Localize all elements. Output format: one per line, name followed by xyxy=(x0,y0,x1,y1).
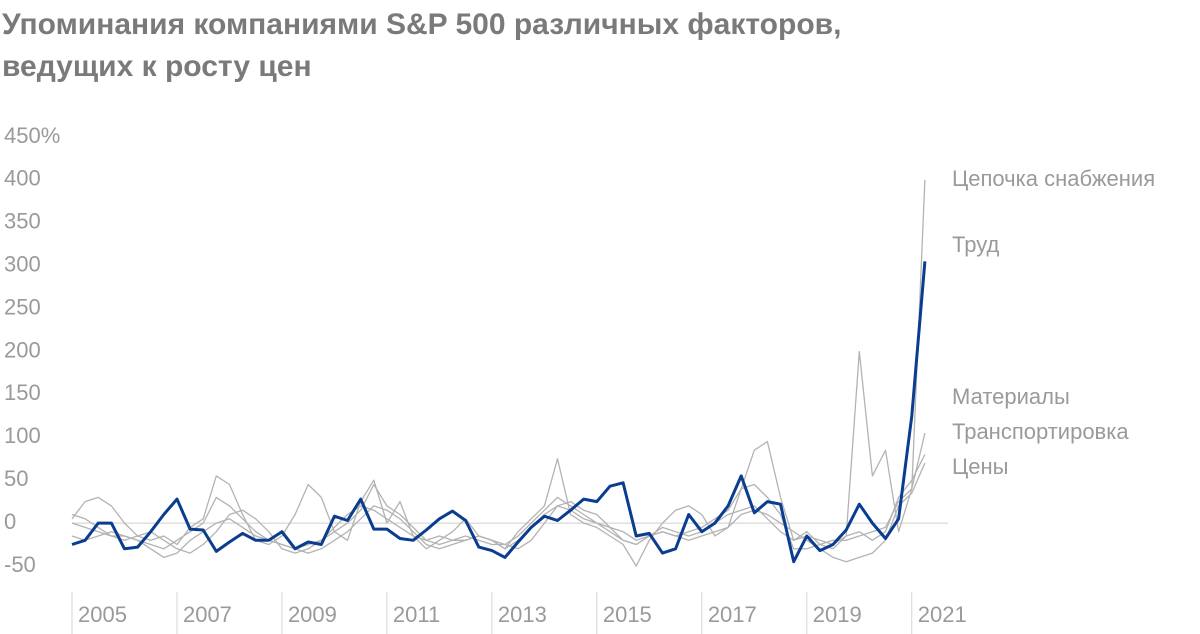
y-tick-label: 250 xyxy=(4,294,41,319)
legend-label: Цепочка снабжения xyxy=(952,166,1155,191)
series-line xyxy=(71,261,927,564)
x-tick-label: 2015 xyxy=(603,602,652,627)
x-tick-label: 2009 xyxy=(288,602,337,627)
legend-label: Материалы xyxy=(952,384,1070,409)
y-tick-label: 450% xyxy=(4,123,60,148)
title-line: ведущих к росту цен xyxy=(2,50,312,83)
series-line xyxy=(71,454,926,554)
y-tick-label: 0 xyxy=(4,509,16,534)
y-tick-label: 350 xyxy=(4,209,41,234)
y-tick-label: -50 xyxy=(4,552,36,577)
title-line: Упоминания компаниями S&P 500 различных … xyxy=(2,8,842,41)
legend-label: Труд xyxy=(952,232,999,257)
x-tick-label: 2011 xyxy=(393,602,440,627)
y-tick-label: 400 xyxy=(4,166,41,191)
x-tick-label: 2019 xyxy=(813,602,862,627)
y-tick-label: 300 xyxy=(4,252,41,277)
y-tick-label: 150 xyxy=(4,380,41,405)
chart-title: Упоминания компаниями S&P 500 различных … xyxy=(2,4,841,88)
legend-label: Цены xyxy=(952,454,1008,479)
y-tick-label: 50 xyxy=(4,466,28,491)
series-line xyxy=(71,432,926,550)
x-tick-label: 2021 xyxy=(918,602,967,627)
x-tick-label: 2005 xyxy=(78,602,127,627)
y-tick-label: 200 xyxy=(4,337,41,362)
y-tick-label: 100 xyxy=(4,423,41,448)
x-tick-label: 2007 xyxy=(183,602,232,627)
x-tick-label: 2017 xyxy=(708,602,757,627)
series-line xyxy=(71,179,926,567)
legend-label: Транспортировка xyxy=(952,419,1129,444)
series-line xyxy=(71,462,926,563)
x-tick-label: 2013 xyxy=(498,602,547,627)
